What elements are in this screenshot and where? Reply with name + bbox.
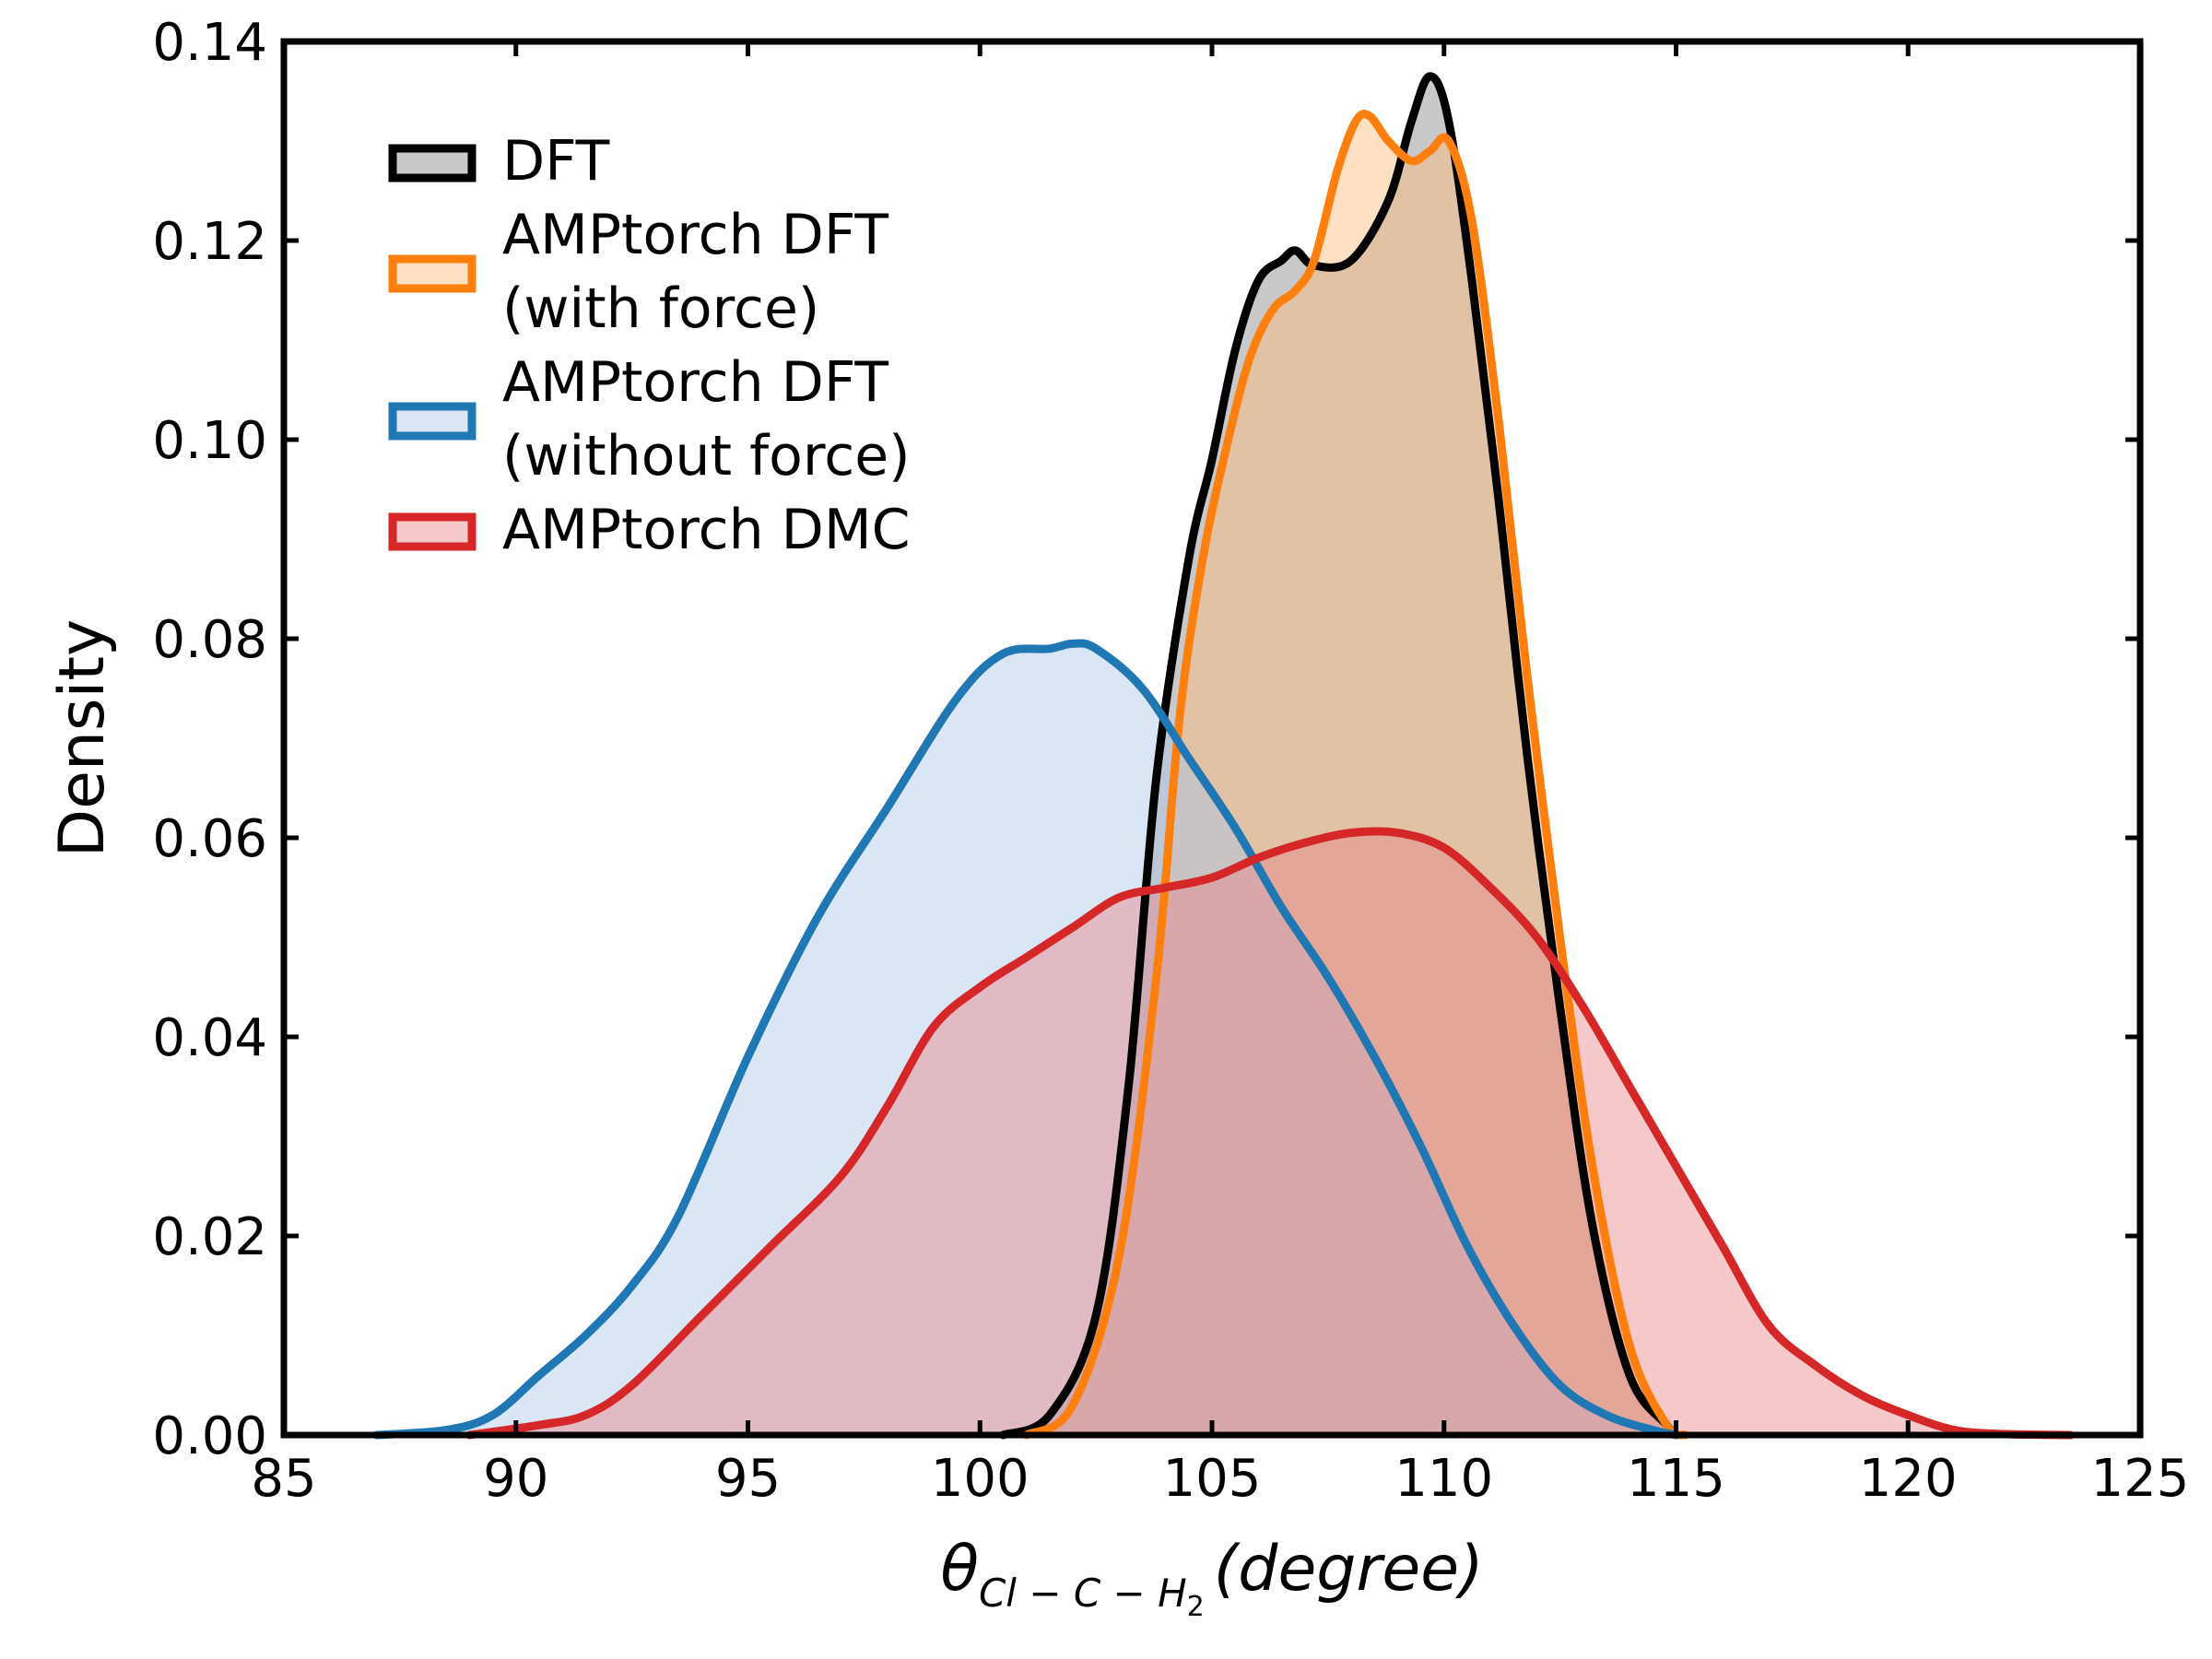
x-tick-label: 125 [2091,1449,2190,1509]
x-tick-label: 85 [251,1449,316,1509]
legend-swatch-dft [388,144,477,182]
y-tick-label: 0.08 [152,610,267,670]
legend: DFT AMPtorch DFT (with force) AMPtorch DFT (… [388,129,911,562]
x-tick-label: 120 [1859,1449,1958,1509]
legend-swatch-amptorch-dmc [388,512,477,551]
plot-frame [280,38,2144,1439]
x-tick-label: 105 [1163,1449,1262,1509]
legend-label: AMPtorch DMC [502,498,911,562]
y-tick-label: 0.04 [152,1008,267,1068]
x-axis-label-subscript: Cl − C − H [979,1571,1187,1616]
x-tick-label: 90 [483,1449,548,1509]
fill-amptorch-dft-with-force [1026,113,1686,1436]
line-amptorch-dmc [465,827,2075,1440]
density-lines [372,72,2075,1440]
fill-dft [1003,76,1677,1435]
y-tick-label: 0.12 [152,212,267,272]
legend-label: AMPtorch DFT [502,203,888,267]
x-tick-label: 110 [1394,1449,1493,1509]
x-axis-label: θCl − C − H2 (degree) [940,1533,1483,1623]
line-amptorch-dft-without-force [372,639,1680,1440]
legend-label: AMPtorch DFT [502,350,888,415]
tick-labels: 85 90 95 100 105 110 115 120 125 0.00 0.02 0.04 0.06… [152,13,2189,1509]
y-tick-label: 0.00 [152,1406,267,1466]
x-tick-label: 95 [715,1449,781,1509]
y-tick-label: 0.06 [152,809,267,869]
line-amptorch-dft-with-force [1022,110,1690,1440]
legend-label: (without force) [502,424,911,488]
x-axis-label-unit: (degree) [1214,1533,1484,1606]
x-axis-label-subsubscript: 2 [1187,1591,1205,1623]
x-tick-label: 100 [931,1449,1030,1509]
y-axis-label: Density [46,619,119,858]
legend-label: (with force) [502,276,819,341]
y-tick-label: 0.02 [152,1207,267,1267]
density-fills [376,76,2071,1436]
x-axis-label-theta: θ [940,1533,979,1606]
y-tick-label: 0.10 [152,411,267,471]
x-tick-label: 115 [1627,1449,1725,1509]
y-tick-label: 0.14 [152,13,267,73]
legend-swatch-amptorch-dft-with-force [388,254,477,293]
fill-amptorch-dmc [469,830,2071,1435]
fill-amptorch-dft-without-force [376,642,1677,1435]
legend-label: DFT [502,129,610,194]
legend-swatch-amptorch-dft-without-force [388,402,477,441]
